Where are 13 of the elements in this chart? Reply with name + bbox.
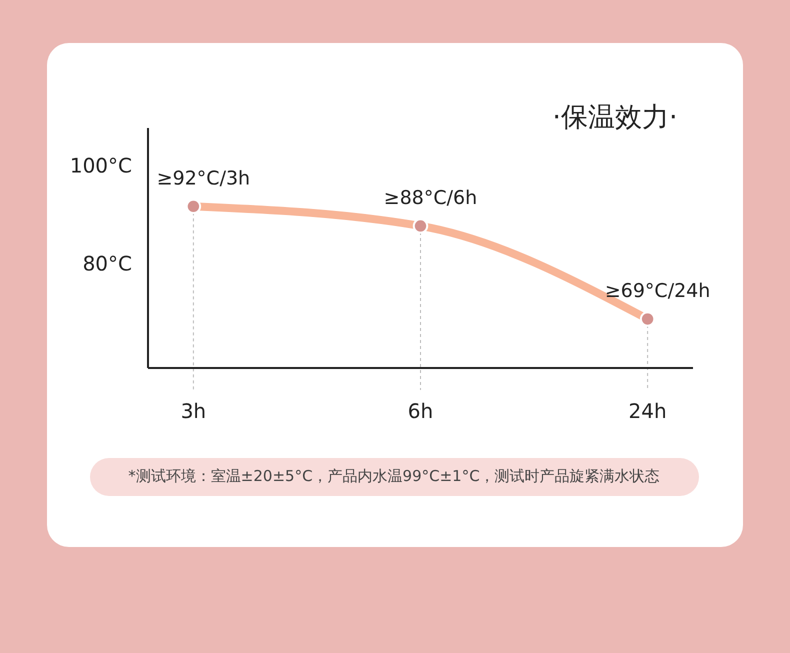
x-tick-label: 3h xyxy=(180,399,206,423)
point xyxy=(412,218,428,234)
data-label: ≥69°C/24h xyxy=(604,280,710,302)
chart-title: ·保温效力· xyxy=(552,102,678,133)
point xyxy=(640,311,656,327)
y-tick-label: 80°C xyxy=(82,252,132,276)
data-label: ≥88°C/6h xyxy=(384,186,478,209)
text: *测试环境：室温±20±5°C，产品内水温99°C±1°C，测试时产品旋紧满水状态 xyxy=(128,467,660,486)
x-tick-label: 6h xyxy=(408,399,434,423)
x-tick-label: 24h xyxy=(628,399,667,423)
y-tick-label: 100°C xyxy=(70,154,132,178)
data-label: ≥92°C/3h xyxy=(156,167,250,190)
point xyxy=(186,198,202,214)
